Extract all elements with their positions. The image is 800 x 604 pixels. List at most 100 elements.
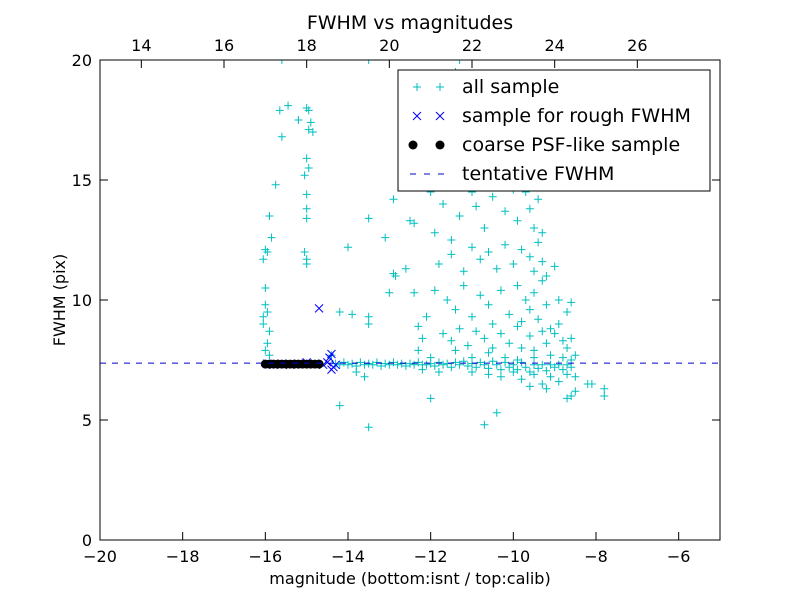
all-sample-point [308,128,317,136]
y-tick-label: 20 [72,51,92,70]
all-sample-point [335,401,344,410]
all-sample-point [414,322,423,331]
x-tick-label: −14 [331,547,365,566]
all-sample-point [538,327,547,336]
all-sample-point [488,357,497,366]
all-sample-point [401,264,410,273]
all-sample-point [304,125,313,134]
all-sample-point [558,336,567,345]
all-sample-point [265,351,274,360]
all-sample-point [451,358,460,367]
all-sample-point [459,267,468,276]
all-sample-point [530,346,538,355]
rough-sample-point [322,358,332,367]
plot-area [100,60,720,432]
coarse-sample-point [314,359,324,369]
all-sample-point [414,358,423,367]
all-sample-point [546,372,555,381]
all-sample-point [335,308,344,316]
all-sample-point [525,204,534,213]
all-sample-point [294,116,303,124]
all-sample-point [567,298,576,307]
all-sample-point [271,180,280,189]
all-sample-point [302,260,311,268]
all-sample-point [259,312,268,321]
legend-marker-rough-sample [435,111,445,121]
all-sample-point [439,360,448,369]
all-sample-point [496,365,505,374]
all-sample-point [410,219,419,228]
all-sample-point [434,260,443,268]
all-sample-point [447,250,456,259]
all-sample-point [571,351,580,360]
all-sample-point [476,291,485,300]
legend: all sample sample for rough FWHM coarse … [397,69,711,192]
all-sample-point [488,344,497,352]
all-sample-point [422,312,431,321]
all-sample-point [443,296,452,304]
all-sample-point [261,284,270,292]
all-sample-point [554,296,563,304]
all-sample-point [546,351,555,360]
all-sample-point [563,394,572,403]
all-sample-point [513,281,522,290]
all-sample-point [455,212,464,220]
all-sample-point [265,327,274,336]
x-tick-label: −8 [584,547,608,566]
all-sample-point [422,360,431,369]
all-sample-point [265,212,274,220]
all-sample-point [501,240,510,249]
all-sample-point [385,360,394,369]
all-sample-point [434,368,443,376]
all-sample-point [488,320,497,328]
all-sample-point [468,243,476,252]
all-sample-point [501,207,510,216]
all-sample-point [563,344,572,352]
all-sample-point [447,363,456,372]
all-sample-point [459,281,468,290]
all-sample-point [600,384,609,393]
all-sample-point [480,360,489,369]
legend-label-coarse-sample: coarse PSF-like sample [462,134,680,156]
all-sample-point [300,171,309,180]
axes-frame [99,59,721,541]
all-sample-point [335,360,344,369]
all-sample-point [480,334,489,343]
all-sample-point [546,360,555,369]
all-sample-point [480,420,489,429]
all-sample-point [513,365,522,374]
all-sample-point [546,324,555,333]
top-x-tick-label: 14 [131,36,151,55]
all-sample-point [488,192,497,201]
all-sample-point [302,190,311,199]
all-sample-point [513,216,522,225]
all-sample-point [348,310,357,319]
all-sample-point [414,346,423,355]
all-sample-point [484,300,493,309]
top-x-tick-label: 26 [627,36,647,55]
legend-marker-all-sample [436,83,444,91]
legend-label-tentative-fwhm: tentative FWHM [462,163,614,185]
all-sample-point [439,329,448,338]
rough-sample-point [327,365,336,374]
all-sample-point [509,260,518,268]
legend-marker-rough-sample [412,111,422,121]
all-sample-point [459,357,468,366]
all-sample-point [538,380,547,388]
all-sample-point [434,358,443,367]
all-sample-point [505,310,514,319]
all-sample-point [261,346,270,355]
x-tick-label: −20 [83,547,117,566]
y-tick-label: 0 [82,531,92,550]
all-sample-point [517,344,526,352]
rough-sample-point [327,349,336,359]
all-sample-point [571,387,580,396]
all-sample-point [567,392,576,400]
rough-sample-point [314,304,324,313]
all-sample-point [263,339,272,348]
y-tick-label: 10 [72,291,92,310]
all-sample-point [364,423,373,432]
all-sample-point [525,368,534,376]
all-sample-point [277,132,286,141]
all-sample-point [554,320,563,328]
